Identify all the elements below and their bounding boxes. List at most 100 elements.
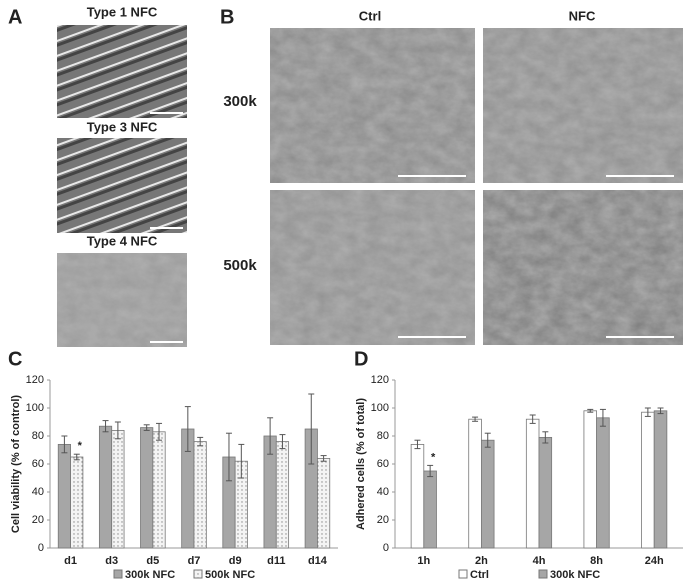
x-tick-label: d14	[308, 555, 328, 567]
error-bar	[414, 439, 421, 450]
error-bar	[529, 414, 536, 424]
x-tick-label: d1	[64, 555, 77, 567]
x-tick-label: 8h	[590, 555, 603, 567]
panel-label: A	[8, 6, 22, 28]
bar	[317, 457, 331, 549]
x-tick-label: 1h	[417, 555, 430, 567]
x-tick-label: 4h	[533, 555, 546, 567]
x-tick-label: d3	[105, 555, 118, 567]
bar	[152, 431, 166, 549]
legend-label: 300k NFC	[550, 569, 600, 581]
bar	[468, 418, 482, 549]
y-tick-label: 40	[377, 486, 389, 498]
bar	[525, 418, 540, 549]
micrograph	[57, 138, 187, 233]
micrograph-texture	[57, 253, 187, 347]
error-bar	[279, 434, 286, 450]
y-tick-label: 100	[371, 402, 389, 414]
error-bar	[267, 417, 274, 455]
error-bar	[484, 432, 491, 448]
annotation: *	[78, 440, 83, 452]
error-bar	[320, 455, 327, 462]
bar	[653, 410, 668, 549]
micrograph-texture	[483, 190, 683, 345]
micrographs-a	[57, 25, 187, 347]
error-bar	[238, 443, 245, 479]
bar	[423, 470, 437, 549]
bar	[111, 429, 125, 549]
error-bar	[143, 424, 150, 431]
error-bar	[184, 406, 191, 452]
error-bar	[225, 432, 232, 482]
y-axis-label: Cell viability (% of control)	[10, 395, 22, 533]
error-bar	[73, 453, 80, 461]
y-tick-label: 20	[32, 514, 44, 526]
y-tick-label: 0	[38, 542, 44, 554]
micrograph	[57, 25, 187, 118]
error-bar	[114, 421, 121, 440]
bar	[275, 441, 290, 549]
y-tick-label: 20	[377, 514, 389, 526]
y-tick-label: 0	[383, 542, 389, 554]
legend-label: Ctrl	[470, 569, 489, 581]
error-bar	[542, 431, 549, 444]
y-tick-label: 80	[32, 430, 44, 442]
bar	[98, 425, 113, 549]
legend-label: 500k NFC	[205, 569, 255, 581]
x-tick-label: d7	[188, 555, 201, 567]
error-bar	[657, 407, 664, 415]
y-tick-label: 80	[377, 430, 389, 442]
error-bar	[102, 420, 109, 433]
error-bar	[587, 408, 594, 413]
bar	[596, 417, 610, 549]
micrograph-texture	[483, 28, 683, 183]
x-tick-label: d11	[267, 555, 285, 567]
bar	[410, 443, 425, 549]
error-bar	[61, 435, 68, 454]
image-title: Type 3 NFC	[87, 119, 158, 134]
error-bar	[156, 422, 163, 441]
bar	[480, 439, 495, 549]
error-bar	[644, 407, 651, 417]
y-tick-label: 60	[377, 458, 389, 470]
image-title: Type 1 NFC	[87, 4, 158, 19]
panel-label: C	[8, 348, 22, 370]
y-tick-label: 120	[371, 374, 389, 386]
row-title: 500k	[223, 257, 257, 274]
bar	[538, 436, 553, 549]
bar	[70, 456, 84, 549]
error-bar	[599, 408, 606, 427]
annotation: *	[431, 451, 436, 463]
error-bar	[427, 464, 434, 478]
image-title: Type 4 NFC	[87, 233, 158, 248]
y-tick-label: 100	[26, 402, 44, 414]
bar	[57, 443, 71, 549]
bar	[193, 441, 207, 549]
y-tick-label: 40	[32, 486, 44, 498]
x-tick-label: d9	[229, 555, 242, 567]
legend-swatch	[538, 569, 548, 579]
row-title: 300k	[223, 93, 257, 110]
column-title: Ctrl	[359, 8, 381, 23]
panel-label: B	[220, 6, 234, 28]
error-bar	[472, 416, 479, 422]
column-title: NFC	[569, 8, 596, 23]
error-bar	[308, 393, 315, 465]
legend-swatch	[458, 569, 468, 579]
error-bar	[197, 436, 204, 447]
panel-label: D	[354, 348, 368, 370]
bar	[583, 410, 597, 549]
x-tick-label: 24h	[645, 555, 664, 567]
y-tick-label: 60	[32, 458, 44, 470]
y-tick-label: 120	[26, 374, 44, 386]
x-tick-label: d5	[146, 555, 159, 567]
micrograph-texture	[270, 28, 475, 183]
micrograph-texture	[270, 190, 475, 345]
x-tick-label: 2h	[475, 555, 488, 567]
micrographs-b	[270, 28, 683, 345]
bar	[641, 411, 655, 549]
legend-label: 300k NFC	[125, 569, 175, 581]
legend-swatch	[193, 569, 203, 579]
legend-swatch	[113, 569, 123, 579]
